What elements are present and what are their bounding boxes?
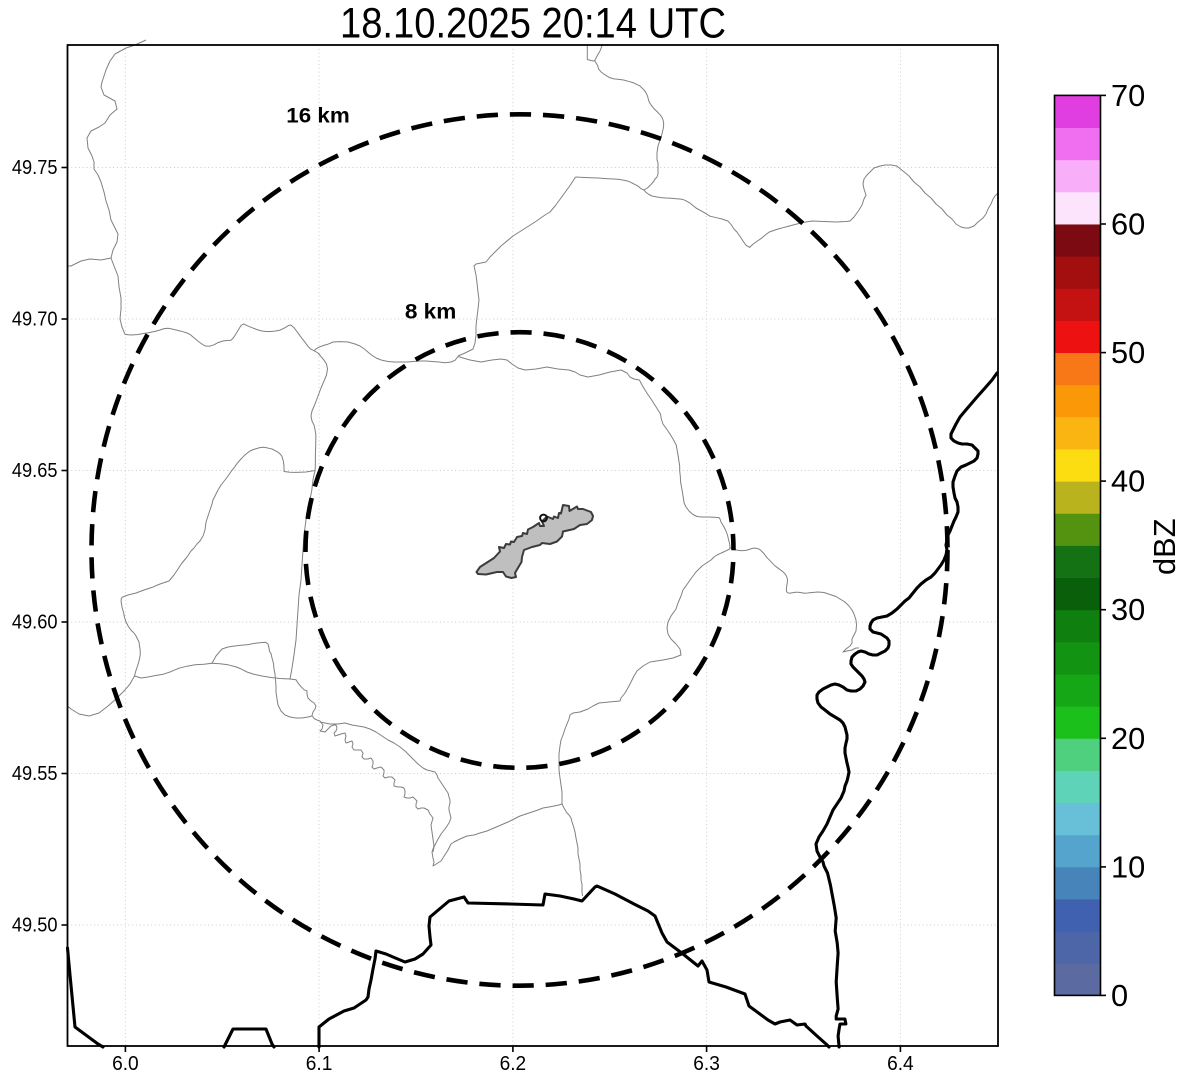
- svg-text:49.55: 49.55: [12, 763, 58, 785]
- svg-text:40: 40: [1111, 464, 1145, 499]
- svg-text:49.60: 49.60: [12, 612, 58, 634]
- svg-text:18.10.2025 20:14 UTC: 18.10.2025 20:14 UTC: [340, 0, 726, 48]
- svg-text:30: 30: [1111, 592, 1145, 627]
- svg-text:6.4: 6.4: [887, 1053, 914, 1075]
- svg-text:6.1: 6.1: [306, 1053, 333, 1075]
- svg-text:6.0: 6.0: [112, 1053, 139, 1075]
- svg-text:16 km: 16 km: [286, 104, 350, 128]
- svg-text:dBZ: dBZ: [1147, 518, 1182, 574]
- svg-text:8 km: 8 km: [405, 299, 457, 323]
- svg-text:49.65: 49.65: [12, 460, 58, 482]
- svg-text:49.50: 49.50: [12, 915, 58, 937]
- svg-text:70: 70: [1111, 78, 1145, 113]
- svg-text:0: 0: [1111, 978, 1128, 1013]
- svg-text:49.70: 49.70: [12, 309, 58, 331]
- svg-text:49.75: 49.75: [12, 157, 58, 179]
- svg-text:6.2: 6.2: [500, 1053, 527, 1075]
- svg-text:50: 50: [1111, 335, 1145, 370]
- svg-text:10: 10: [1111, 849, 1145, 884]
- svg-text:6.3: 6.3: [693, 1053, 720, 1075]
- svg-text:60: 60: [1111, 207, 1145, 242]
- svg-text:20: 20: [1111, 721, 1145, 756]
